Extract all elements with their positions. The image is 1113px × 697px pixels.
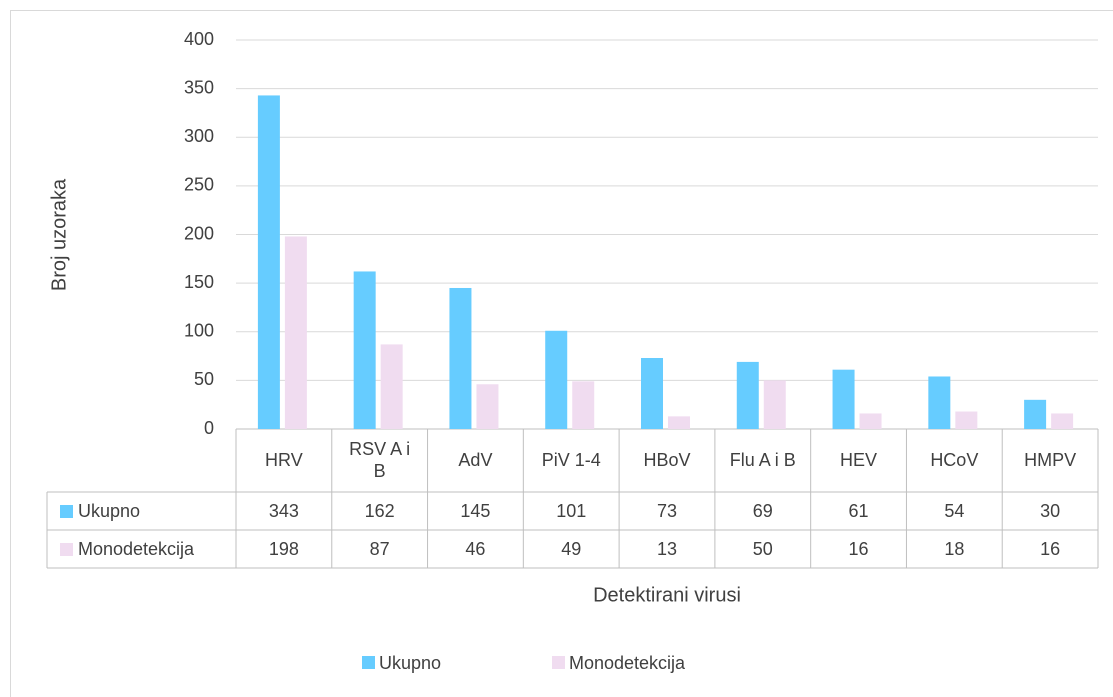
y-axis-title: Broj uzoraka bbox=[48, 178, 70, 291]
table-value: 87 bbox=[370, 539, 390, 559]
table-value: 73 bbox=[657, 501, 677, 521]
bar bbox=[763, 380, 786, 429]
y-tick-label: 300 bbox=[184, 126, 214, 146]
table-legend-key bbox=[60, 543, 73, 556]
x-tick-label: AdV bbox=[458, 450, 493, 470]
x-tick-label: HCoV bbox=[930, 450, 979, 470]
bar bbox=[668, 416, 690, 429]
y-tick-label: 350 bbox=[184, 77, 214, 97]
table-value: 343 bbox=[269, 501, 299, 521]
chart-border bbox=[10, 10, 1113, 697]
bar bbox=[832, 369, 855, 429]
y-tick-label: 250 bbox=[184, 175, 214, 195]
x-tick-label: HMPV bbox=[1024, 450, 1077, 470]
bar bbox=[736, 361, 759, 429]
table-value: 101 bbox=[556, 501, 586, 521]
bar bbox=[859, 413, 882, 429]
y-tick-label: 150 bbox=[184, 272, 214, 292]
table-value: 162 bbox=[365, 501, 395, 521]
legend-label: Ukupno bbox=[379, 653, 441, 673]
table-legend-key bbox=[60, 505, 73, 518]
x-tick-label: PiV 1-4 bbox=[541, 450, 601, 470]
table-value: 49 bbox=[561, 539, 581, 559]
bar bbox=[476, 384, 499, 429]
bar bbox=[641, 358, 663, 429]
table-value: 16 bbox=[849, 539, 869, 559]
bar bbox=[257, 95, 280, 430]
x-tick-label: HEV bbox=[840, 450, 878, 470]
legend-label: Monodetekcija bbox=[569, 653, 686, 673]
y-tick-label: 50 bbox=[194, 369, 214, 389]
bar bbox=[380, 344, 403, 429]
table-value: 61 bbox=[849, 501, 869, 521]
bar bbox=[284, 236, 307, 429]
table-value: 30 bbox=[1040, 501, 1060, 521]
y-tick-label: 0 bbox=[204, 418, 214, 438]
table-value: 16 bbox=[1040, 539, 1060, 559]
table-value: 18 bbox=[944, 539, 964, 559]
y-tick-label: 400 bbox=[184, 29, 214, 49]
bar bbox=[353, 271, 376, 429]
bar bbox=[449, 287, 472, 429]
x-tick-label: HRV bbox=[265, 450, 303, 470]
table-row-label: Monodetekcija bbox=[78, 539, 195, 559]
table-value: 198 bbox=[269, 539, 299, 559]
table-value: 46 bbox=[465, 539, 485, 559]
bar bbox=[1024, 399, 1047, 429]
bar bbox=[545, 330, 568, 429]
table-value: 50 bbox=[753, 539, 773, 559]
legend-key bbox=[552, 656, 565, 669]
bar bbox=[955, 411, 978, 429]
bar bbox=[1051, 413, 1074, 429]
y-tick-label: 200 bbox=[184, 223, 214, 243]
table-value: 69 bbox=[753, 501, 773, 521]
table-value: 54 bbox=[944, 501, 964, 521]
x-tick-label: Flu A i B bbox=[729, 450, 796, 470]
x-axis-title: Detektirani virusi bbox=[593, 584, 741, 606]
x-tick-label: HBoV bbox=[643, 450, 691, 470]
y-tick-label: 100 bbox=[184, 321, 214, 341]
bar bbox=[928, 376, 951, 429]
bar bbox=[572, 381, 595, 429]
table-value: 13 bbox=[657, 539, 677, 559]
table-value: 145 bbox=[460, 501, 490, 521]
table-row-label: Ukupno bbox=[78, 501, 140, 521]
legend-key bbox=[362, 656, 375, 669]
x-tick-label: RSV A i B bbox=[349, 439, 411, 481]
